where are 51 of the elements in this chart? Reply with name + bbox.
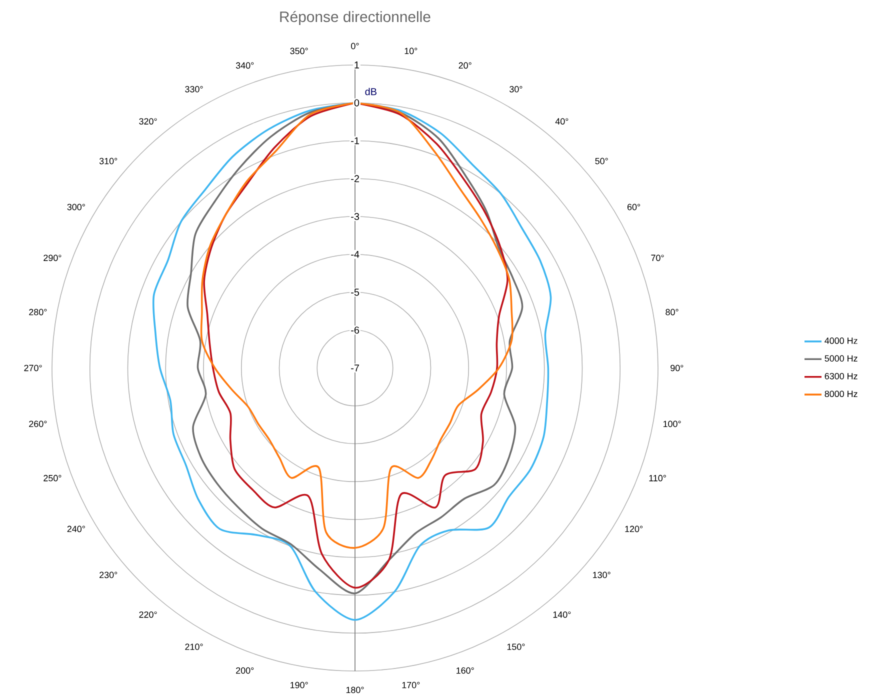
spoke-label: 30° (510, 86, 522, 92)
y-tick-label: 1 (354, 62, 360, 68)
spoke-label: 230° (100, 572, 118, 578)
spoke-label: 340° (236, 62, 254, 69)
spoke-label: 330° (185, 86, 203, 92)
spoke-label: 70° (651, 254, 664, 262)
spoke-label: 110° (649, 474, 666, 482)
legend-label: 6300 Hz (824, 372, 858, 380)
spoke-label: 170° (402, 682, 420, 688)
spoke-label: 220° (139, 611, 157, 618)
spoke-label: 320° (139, 118, 157, 125)
spoke-label: 120° (625, 526, 643, 532)
spoke-label: 180° (346, 686, 364, 694)
y-tick-label: -5 (351, 288, 360, 296)
spoke-label: 200° (236, 667, 254, 674)
spoke-label: 160° (456, 667, 474, 674)
spoke-label: 0° (351, 42, 359, 50)
spoke-label: 60° (627, 204, 640, 210)
spoke-label: 310° (99, 158, 118, 164)
legend-label: 5000 Hz (824, 355, 858, 362)
spoke-label: 10° (404, 48, 418, 54)
y-tick-label: -7 (351, 364, 359, 372)
spoke-label: 190° (290, 682, 308, 688)
legend-label: 8000 Hz (824, 390, 858, 398)
spoke-label: 210° (185, 644, 203, 650)
y-tick-label: 0 (354, 99, 360, 106)
y-tick-label: -1 (351, 137, 360, 144)
spoke-label: 100° (663, 420, 681, 428)
spoke-label: 40° (555, 118, 568, 125)
chart-title: Réponse directionnelle (280, 10, 430, 26)
y-tick-label: -4 (351, 250, 360, 258)
spoke-label: 20° (458, 62, 472, 69)
spoke-label: 270° (24, 364, 42, 372)
y-tick-label: -6 (351, 326, 360, 334)
spoke-label: 250° (44, 474, 62, 482)
spoke-label: 350° (290, 48, 308, 54)
spoke-label: 240° (67, 526, 85, 532)
spoke-label: 50° (595, 158, 608, 164)
spoke-label: 150° (507, 644, 525, 650)
spoke-label: 300° (67, 204, 85, 210)
text: dB (365, 88, 376, 96)
legend-label: 4000 Hz (824, 338, 858, 344)
y-tick-label: -3 (351, 212, 360, 220)
spoke-label: 280° (29, 308, 47, 316)
y-tick-label: -2 (351, 175, 359, 182)
spoke-label: 90° (670, 364, 684, 372)
spoke-label: 80° (666, 308, 678, 316)
spoke-label: 140° (553, 611, 571, 618)
spoke-label: 290° (44, 254, 62, 262)
spoke-label: 260° (29, 420, 47, 428)
spoke-label: 130° (593, 572, 610, 578)
